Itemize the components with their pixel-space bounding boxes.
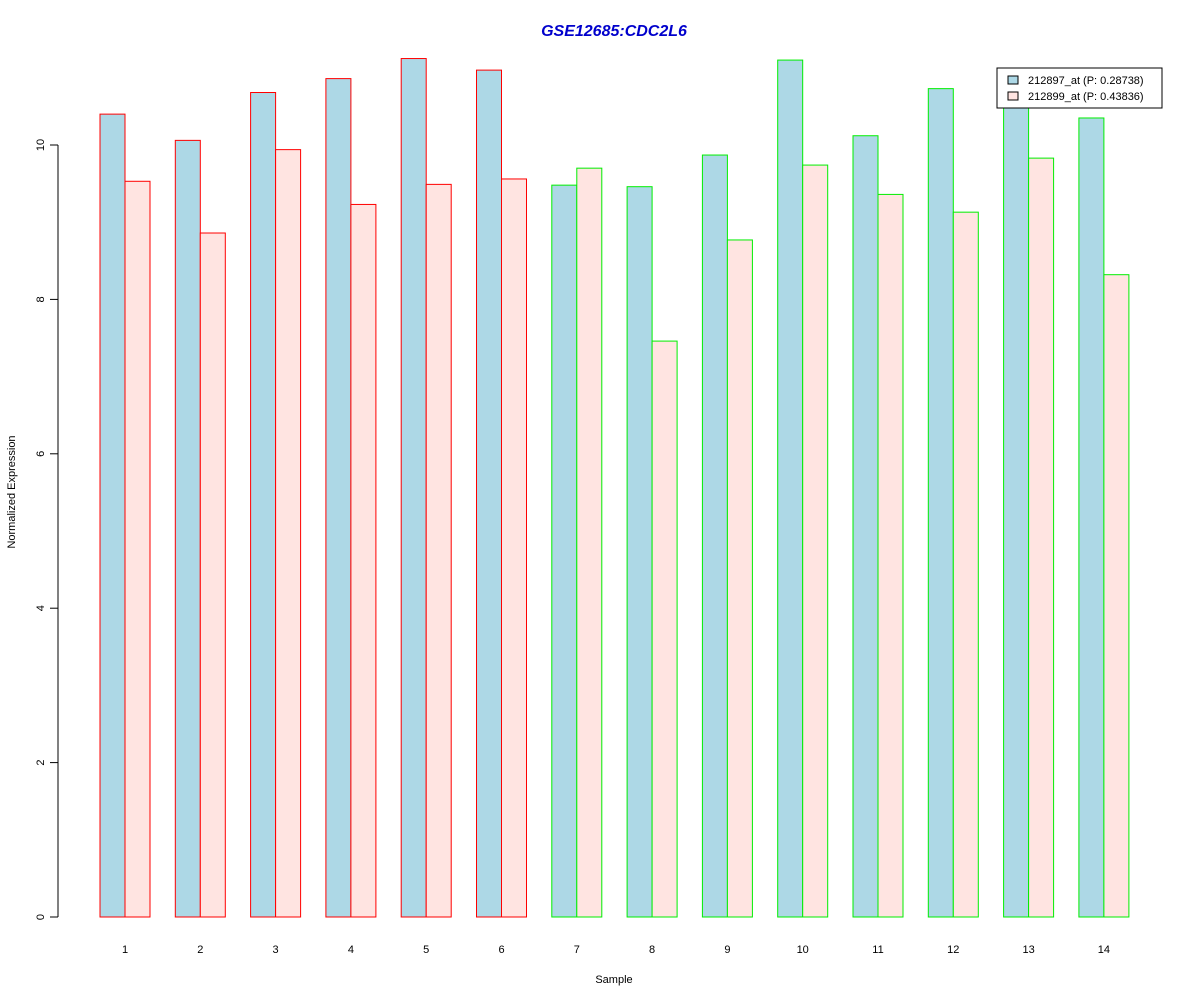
x-tick-label: 7 xyxy=(574,944,580,956)
bar-series1-sample-6 xyxy=(476,69,502,918)
legend-swatch xyxy=(1007,75,1019,85)
bar-series1-sample-13 xyxy=(1003,90,1030,918)
legend-entry: 212899_at (P: 0.43836) xyxy=(1028,91,1144,103)
x-tick-label: 11 xyxy=(872,944,883,956)
bar-series2-sample-5 xyxy=(425,183,452,918)
bar-series1-sample-1 xyxy=(99,113,126,918)
bar-series2-sample-9 xyxy=(726,239,753,918)
x-tick-label: 10 xyxy=(797,944,809,956)
y-tick-label: 6 xyxy=(35,451,47,457)
y-tick-label: 4 xyxy=(35,605,47,611)
x-tick-label: 2 xyxy=(197,944,203,956)
x-tick-label: 1 xyxy=(122,944,128,956)
bar-series2-sample-10 xyxy=(802,164,829,918)
x-tick-label: 8 xyxy=(649,944,655,956)
x-tick-label: 4 xyxy=(348,944,354,956)
y-tick-label: 8 xyxy=(35,296,47,302)
bar-series2-sample-11 xyxy=(877,193,904,918)
x-axis-label: Sample xyxy=(595,974,632,986)
y-tick-label: 2 xyxy=(35,760,47,766)
bar-series1-sample-11 xyxy=(852,135,879,918)
y-tick-label: 10 xyxy=(35,139,47,151)
bar-series1-sample-3 xyxy=(250,92,277,918)
bar-series1-sample-7 xyxy=(551,184,578,918)
legend-entry: 212897_at (P: 0.28738) xyxy=(1028,75,1144,87)
bar-series2-sample-8 xyxy=(651,340,678,918)
bar-series1-sample-12 xyxy=(927,88,954,918)
bar-series1-sample-4 xyxy=(325,78,352,918)
x-tick-label: 6 xyxy=(498,944,504,956)
bar-series2-sample-7 xyxy=(576,167,603,918)
bar-series1-sample-8 xyxy=(626,186,653,918)
chart-title: GSE12685:CDC2L6 xyxy=(541,23,687,40)
bar-series2-sample-14 xyxy=(1103,274,1130,918)
x-tick-labels: 1 2 3 4 5 6 7 8 9 10 11 12 13 14 xyxy=(122,944,1110,956)
legend-swatch xyxy=(1007,91,1019,101)
bars-group xyxy=(99,58,1130,918)
x-tick-label: 9 xyxy=(724,944,730,956)
y-axis-label: Normalized Expression xyxy=(6,435,18,548)
bar-series1-sample-14 xyxy=(1078,117,1105,918)
bar-series1-sample-2 xyxy=(174,139,201,918)
y-tick-label: 0 xyxy=(35,914,47,920)
legend-box xyxy=(996,67,1163,109)
x-tick-label: 3 xyxy=(273,944,279,956)
legend: 212897_at (P: 0.28738) 212899_at (P: 0.43… xyxy=(996,67,1163,109)
bar-series1-sample-9 xyxy=(701,154,728,918)
x-tick-label: 14 xyxy=(1098,944,1110,956)
bar-series2-sample-13 xyxy=(1028,157,1055,918)
bar-series2-sample-1 xyxy=(124,180,151,918)
y-axis: 0 2 4 6 8 10 xyxy=(35,139,59,920)
x-tick-label: 13 xyxy=(1022,944,1034,956)
x-tick-label: 5 xyxy=(423,944,429,956)
x-tick-label: 12 xyxy=(947,944,959,956)
bar-series2-sample-2 xyxy=(199,232,226,918)
bar-series2-sample-12 xyxy=(952,211,979,918)
bar-series2-sample-6 xyxy=(501,178,527,918)
bar-series2-sample-4 xyxy=(350,203,377,918)
bar-series1-sample-5 xyxy=(400,58,427,918)
bar-series1-sample-10 xyxy=(777,59,804,918)
bar-series2-sample-3 xyxy=(275,149,302,918)
